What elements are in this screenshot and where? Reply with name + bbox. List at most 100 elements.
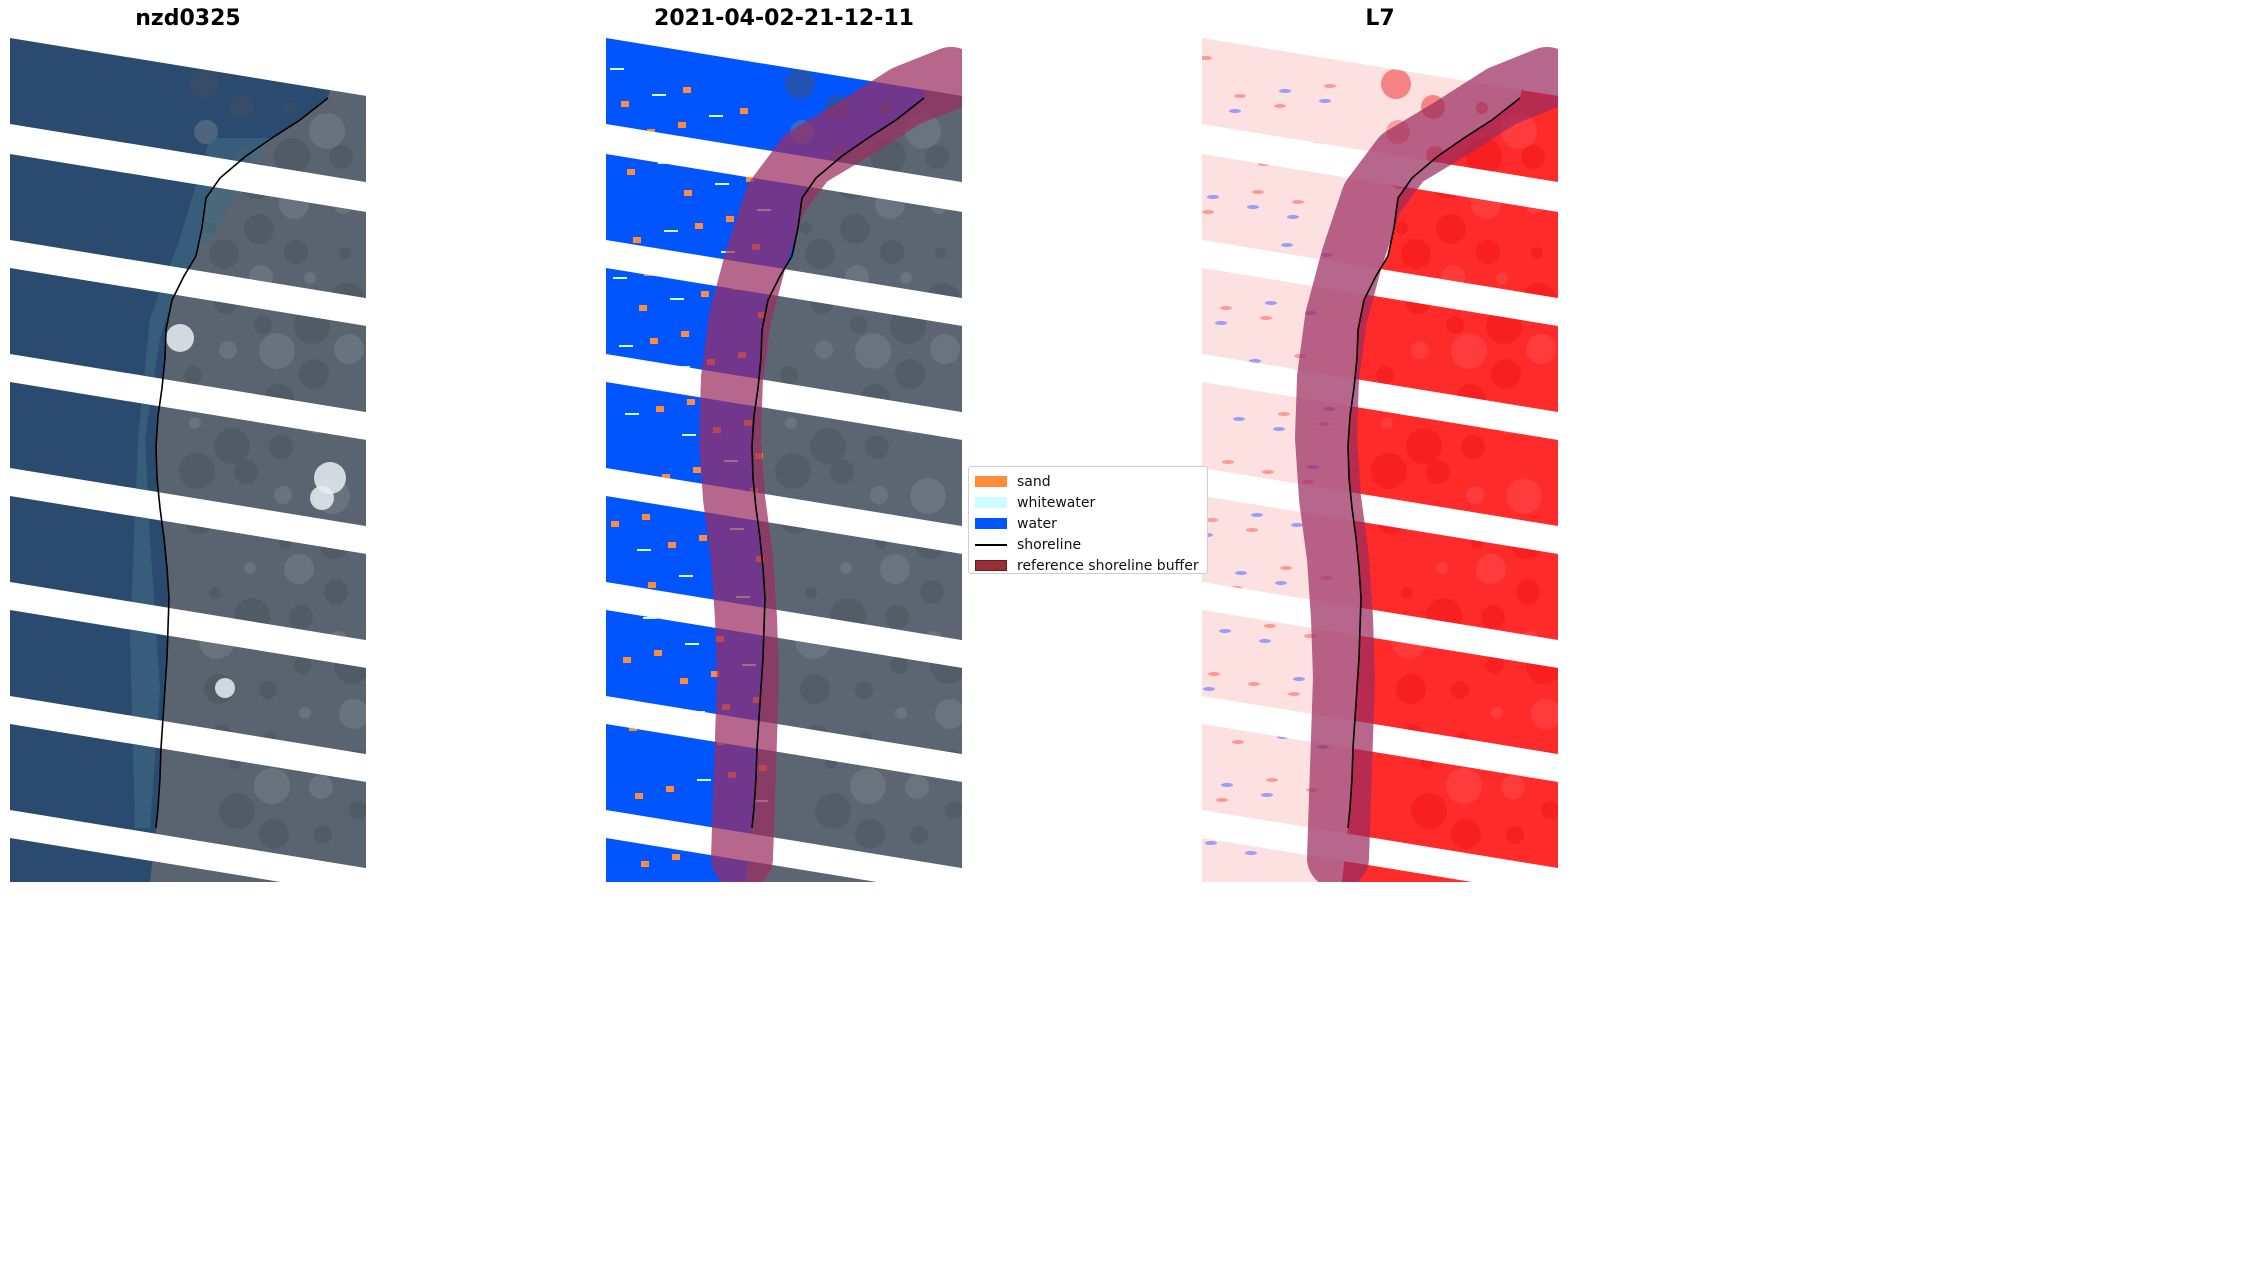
land-texture [1381, 417, 1393, 429]
land-texture [1481, 605, 1505, 629]
sand-pixel [666, 786, 674, 792]
land-texture [1486, 308, 1522, 344]
legend-swatch-whitewater [975, 497, 1007, 508]
index-speckle [1230, 586, 1242, 590]
index-speckle [1245, 851, 1257, 855]
land-texture [1451, 819, 1481, 849]
index-speckle [1231, 263, 1243, 267]
land-texture [1436, 562, 1448, 574]
whitewater-pixel [610, 68, 624, 70]
index-speckle [1204, 364, 1216, 368]
land-texture [815, 793, 851, 829]
land-texture [209, 725, 233, 749]
land-texture [1401, 239, 1431, 269]
land-texture [279, 51, 297, 69]
classified-image-panel [606, 38, 962, 882]
index-speckle [1221, 783, 1233, 787]
land-texture [1461, 435, 1485, 459]
land-texture [905, 775, 929, 799]
index-speckle [1235, 571, 1247, 575]
whitewater-pixel [715, 183, 729, 185]
land-texture [820, 392, 832, 404]
whitewater-pixel [676, 366, 690, 368]
sand-pixel [615, 833, 623, 839]
index-speckle [1278, 412, 1290, 416]
whitewater-pixel [658, 162, 672, 164]
land-texture [855, 681, 873, 699]
land-texture [1401, 587, 1413, 599]
land-texture [319, 529, 349, 559]
land-texture [830, 460, 854, 484]
legend: sand whitewater water shoreline referenc… [968, 466, 1208, 574]
land-texture [1431, 511, 1449, 529]
land-texture [1411, 341, 1429, 359]
index-speckle [1218, 152, 1230, 156]
index-speckle [1208, 672, 1220, 676]
sand-pixel [674, 610, 682, 616]
land-texture [1526, 334, 1556, 364]
land-texture [1536, 750, 1558, 774]
sand-pixel [740, 108, 748, 114]
land-texture [890, 656, 908, 674]
index-speckle [1263, 147, 1275, 151]
legend-line-shoreline [975, 543, 1007, 546]
land-texture [234, 460, 258, 484]
classified-image [606, 38, 962, 882]
whitewater-pixel [613, 277, 627, 279]
land-texture [329, 631, 347, 649]
land-texture [780, 366, 798, 384]
land-texture [314, 826, 332, 844]
land-texture [249, 265, 273, 289]
land-texture [860, 384, 890, 414]
index-speckle [1308, 142, 1320, 146]
land-texture [274, 138, 310, 174]
index-speckle [1250, 836, 1262, 840]
land-texture [780, 52, 792, 64]
land-texture [1416, 392, 1428, 404]
land-texture [875, 51, 893, 69]
land-texture [1406, 428, 1442, 464]
land-texture [254, 768, 290, 804]
land-texture [1476, 554, 1506, 584]
index-speckle [1217, 475, 1229, 479]
index-speckle [1280, 566, 1292, 570]
index-speckle [1303, 157, 1315, 161]
land-texture [875, 189, 905, 219]
land-texture [284, 240, 308, 264]
sand-pixel [660, 718, 668, 724]
land-texture [254, 316, 272, 334]
legend-item-buffer: reference shoreline buffer [975, 555, 1201, 576]
land-texture [825, 757, 837, 769]
sand-pixel [681, 331, 689, 337]
index-speckle [1206, 518, 1218, 522]
sand-pixel [627, 169, 635, 175]
legend-item-whitewater: whitewater [975, 492, 1201, 513]
sand-pixel [701, 291, 709, 297]
sand-pixel [678, 122, 686, 128]
legend-label-water: water [1017, 515, 1057, 532]
sand-pixel [633, 237, 641, 243]
land-texture [299, 359, 329, 389]
land-texture [1396, 674, 1426, 704]
land-texture [259, 333, 295, 369]
land-texture [329, 145, 353, 169]
legend-swatch-sand [975, 476, 1007, 487]
land-texture [334, 334, 364, 364]
land-texture [334, 196, 352, 214]
index-speckle [1288, 692, 1300, 696]
land-texture [1371, 453, 1407, 489]
land-texture [910, 478, 946, 514]
land-texture [209, 587, 221, 599]
land-texture [1511, 529, 1541, 559]
whitewater-pixel [631, 481, 645, 483]
land-area [746, 38, 962, 882]
index-speckle [1215, 321, 1227, 325]
index-speckle [1237, 725, 1249, 729]
sand-pixel [635, 793, 643, 799]
sand-pixel [621, 101, 629, 107]
land-texture [1516, 580, 1540, 604]
index-speckle [1262, 470, 1274, 474]
sand-pixel [654, 650, 662, 656]
sand-pixel [720, 148, 728, 154]
sand-pixel [711, 671, 719, 677]
